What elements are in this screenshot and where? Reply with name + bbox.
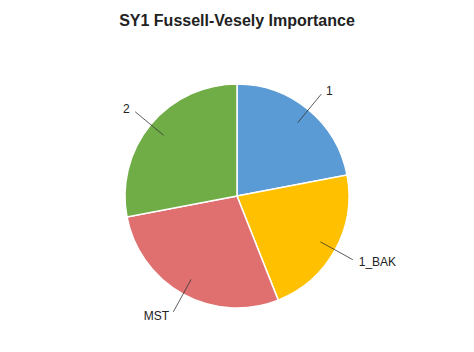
labels: 1 1_BAK MST 2 [123,84,396,323]
chart-title: SY1 Fussell-Vesely Importance [119,12,355,29]
leader-line [298,94,322,122]
slices [125,84,349,308]
pie-slice [125,84,237,217]
slice-label: 2 [123,102,130,116]
leader-line [320,242,352,260]
slice-label: MST [144,309,170,323]
slice-label: 1_BAK [359,255,396,269]
leader-line [135,112,163,136]
chart: SY1 Fussell-Vesely Importance 1 1_BAK MST 2 [0,0,474,352]
slice-label: 1 [326,84,333,98]
leader-line [173,279,191,311]
